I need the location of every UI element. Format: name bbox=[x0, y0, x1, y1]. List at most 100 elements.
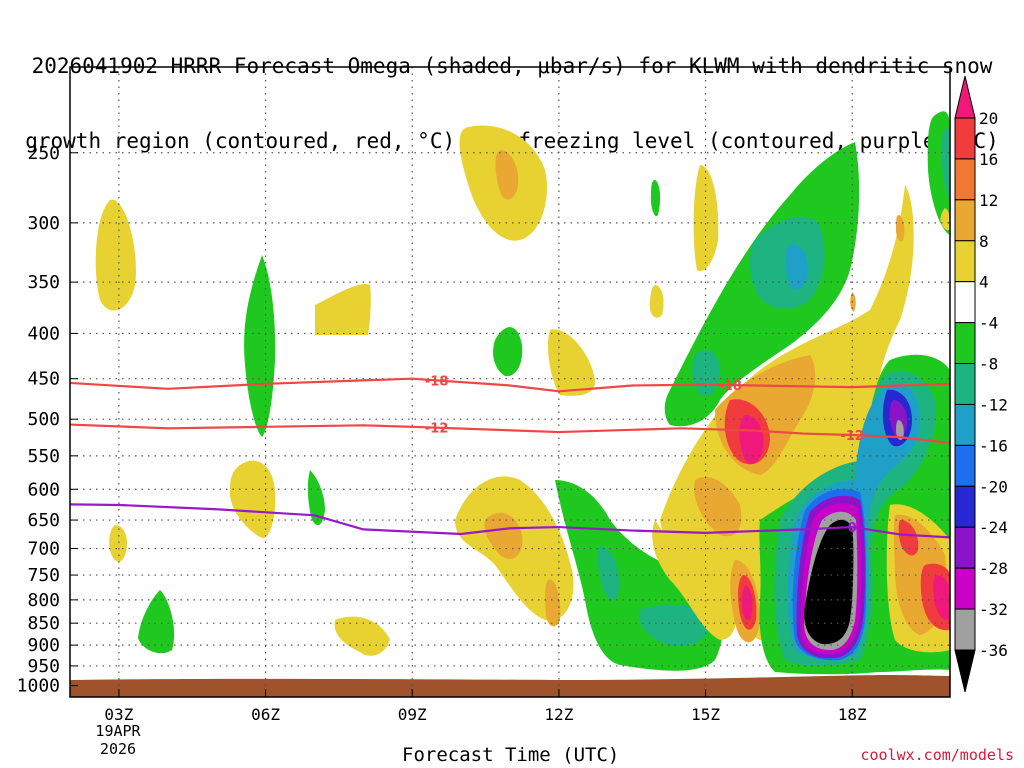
shade-yellow-mid bbox=[548, 329, 596, 396]
y-tick-label: 500 bbox=[27, 409, 60, 430]
contour-dendritic-bottom bbox=[69, 423, 951, 445]
plot-frame bbox=[69, 66, 951, 698]
y-tick-label: 900 bbox=[27, 635, 60, 656]
x-tick-label: 09Z bbox=[398, 705, 427, 724]
shade-red-small-upper-right bbox=[896, 215, 905, 242]
y-tick-label: 300 bbox=[27, 213, 60, 234]
shade-yellow-upper-left bbox=[95, 199, 136, 311]
colorbar-swatch bbox=[954, 567, 976, 610]
shade-orange-lower-band bbox=[484, 512, 523, 559]
contour-label: -18 bbox=[718, 379, 742, 394]
y-tick-label: 650 bbox=[27, 510, 60, 531]
colorbar-swatch bbox=[954, 117, 976, 160]
date-day-label: 19APR bbox=[95, 722, 141, 740]
y-tick-label: 700 bbox=[27, 539, 60, 560]
shade-yellow-flat bbox=[315, 284, 371, 335]
contour-label: 0 bbox=[848, 521, 857, 536]
shade-orange-right-lower bbox=[694, 476, 742, 537]
shade-green-small-mid bbox=[307, 470, 325, 526]
shade-red-small-mid-right bbox=[850, 292, 856, 312]
y-tick-label: 600 bbox=[27, 479, 60, 500]
colorbar-top-arrow bbox=[954, 75, 976, 119]
x-tick-label: 15Z bbox=[691, 705, 720, 724]
colorbar-label: -32 bbox=[979, 600, 1008, 619]
y-tick-label: 850 bbox=[27, 613, 60, 634]
y-tick-label: 350 bbox=[27, 272, 60, 293]
colorbar-label: -4 bbox=[979, 314, 998, 333]
x-tick-label: 03Z bbox=[104, 705, 133, 724]
shade-pink-low-mid bbox=[742, 585, 753, 621]
y-tick-label: 450 bbox=[27, 369, 60, 390]
colorbar-label: 4 bbox=[979, 273, 989, 292]
y-tick-label: 1000 bbox=[17, 676, 60, 697]
colorbar-label: -20 bbox=[979, 477, 1008, 496]
date-year-label: 2026 bbox=[99, 740, 137, 758]
shade-yellow-low-small bbox=[334, 616, 390, 656]
shade-green-tiny-top bbox=[650, 180, 661, 216]
colorbar-swatch bbox=[954, 158, 976, 201]
x-tick-label: 06Z bbox=[251, 705, 280, 724]
x-tick-label: 12Z bbox=[544, 705, 573, 724]
colorbar-label: 8 bbox=[979, 232, 989, 251]
contour-label: -18 bbox=[425, 374, 449, 389]
shade-orange-upper-mid bbox=[495, 150, 519, 200]
colorbar-swatch bbox=[954, 485, 976, 528]
colorbar-swatch bbox=[954, 363, 976, 405]
x-tick-label: 18Z bbox=[838, 705, 867, 724]
y-axis: 2503003504004505005506006507007508008509… bbox=[17, 143, 78, 697]
shade-yellow-right-lower bbox=[652, 520, 737, 640]
shade-pink-right-edge-low bbox=[933, 575, 950, 621]
credit-link[interactable]: coolwx.com/models bbox=[860, 746, 1014, 764]
colorbar-label: 20 bbox=[979, 109, 998, 128]
colorbar-swatch bbox=[954, 199, 976, 242]
shade-magenta-upper bbox=[896, 420, 904, 441]
y-tick-label: 800 bbox=[27, 590, 60, 611]
colorbar-label: 12 bbox=[979, 191, 998, 210]
colorbar-label: -24 bbox=[979, 518, 1008, 537]
colorbar-swatch bbox=[954, 322, 976, 365]
shade-yellow-right-upper bbox=[940, 208, 950, 231]
colorbar-bottom-arrow bbox=[954, 649, 976, 693]
x-axis-title: Forecast Time (UTC) bbox=[402, 744, 620, 766]
colorbar-swatch bbox=[954, 608, 976, 651]
colorbar-label: -36 bbox=[979, 641, 1008, 660]
colorbar-label: -28 bbox=[979, 559, 1008, 578]
y-tick-label: 400 bbox=[27, 323, 60, 344]
omega-shading bbox=[70, 111, 950, 697]
colorbar-swatch bbox=[954, 444, 976, 487]
contour-dendritic-top bbox=[69, 377, 951, 393]
shade-yellow-left-low bbox=[229, 460, 276, 539]
title-line-1: 2026041902 HRRR Forecast Omega (shaded, … bbox=[31, 54, 993, 78]
colorbar-label: -8 bbox=[979, 355, 998, 374]
shade-pink-right-mid bbox=[739, 415, 764, 464]
shade-green-mid-small bbox=[493, 327, 523, 377]
y-tick-label: 550 bbox=[27, 446, 60, 467]
colorbar-label: 16 bbox=[979, 150, 998, 169]
terrain bbox=[70, 675, 950, 697]
shade-yellow-tiny bbox=[649, 285, 664, 318]
x-axis: 03Z 06Z 09Z 12Z 15Z 18Z bbox=[104, 689, 867, 724]
contour-lines: -18 -18 -12 -12 0 bbox=[69, 374, 951, 539]
shade-orange-lower-band-2 bbox=[545, 579, 561, 627]
colorbar-swatch bbox=[954, 281, 976, 324]
shade-teal-right-upper bbox=[941, 128, 950, 200]
shade-red-right-edge-low bbox=[898, 520, 919, 556]
colorbar-swatch bbox=[954, 240, 976, 283]
gridlines bbox=[70, 67, 950, 697]
shade-green-lowleft bbox=[138, 590, 175, 654]
y-tick-label: 950 bbox=[27, 656, 60, 677]
colorbar-label: -16 bbox=[979, 436, 1008, 455]
shade-teal-lower-band-2 bbox=[639, 604, 712, 647]
contour-label: -12 bbox=[425, 422, 449, 437]
shade-teal-lower-band bbox=[597, 545, 620, 601]
colorbar-swatch bbox=[954, 403, 976, 446]
shade-blue-diagonal bbox=[785, 244, 809, 290]
contour-label: -12 bbox=[840, 429, 864, 444]
colorbar: 20 16 12 8 4 -4 -8 -12 -16 -20 -24 -28 -32 -36 bbox=[954, 75, 1008, 693]
shade-yellow-small-left bbox=[109, 525, 127, 562]
y-tick-label: 250 bbox=[27, 143, 60, 164]
contour-freezing-level bbox=[69, 503, 951, 539]
shade-black-core bbox=[804, 519, 854, 645]
colorbar-swatch bbox=[954, 526, 976, 569]
